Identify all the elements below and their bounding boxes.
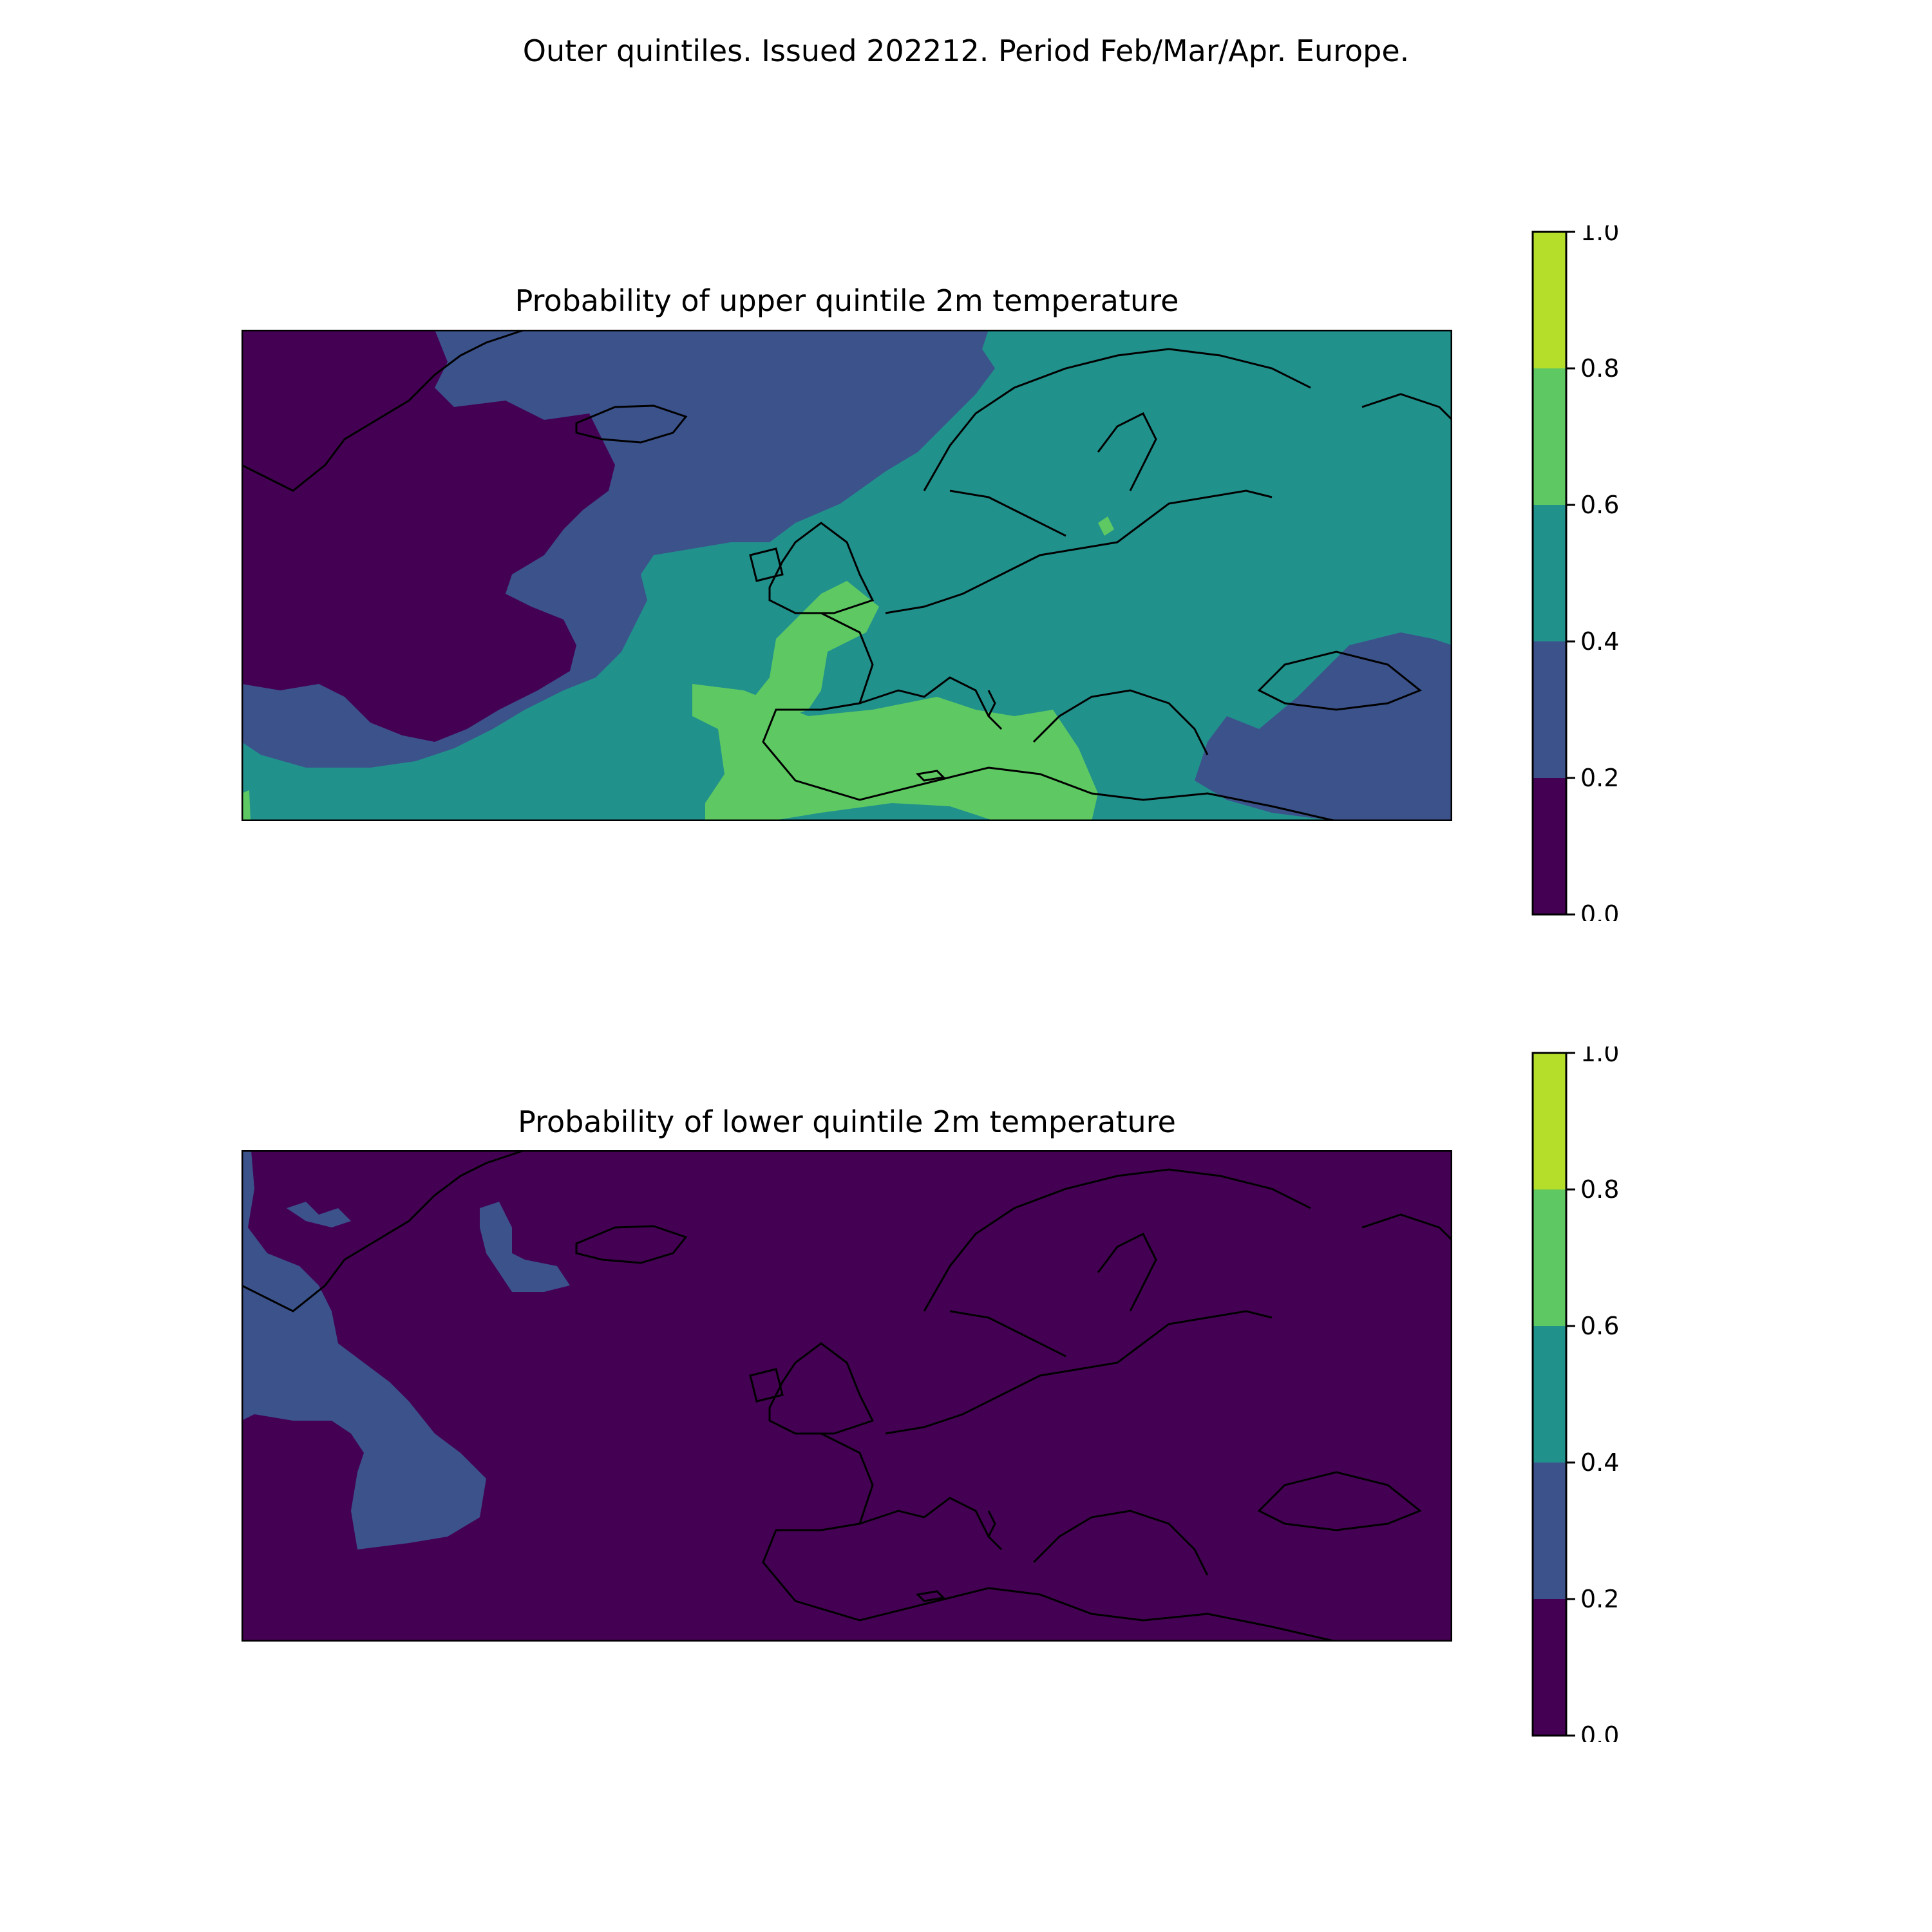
upper-colorbar-tick-label: 0.6	[1580, 491, 1619, 519]
lower-map-frame	[242, 1150, 1452, 1642]
upper-colorbar-tick-label: 1.0	[1580, 225, 1619, 246]
upper-colorbar-band-0.6-0.8	[1533, 368, 1566, 505]
upper-colorbar-tick-label: 0.8	[1580, 354, 1619, 383]
lower-field-0.2-0.4-west	[242, 1150, 486, 1549]
upper-colorbar: 1.0 0.8 0.6 0.4 0.2 0.0	[1531, 225, 1619, 921]
lower-field-0.2-0.4-north	[287, 1202, 351, 1227]
lower-colorbar-tick-label: 0.6	[1580, 1312, 1619, 1340]
upper-colorbar-band-0.4-0.6	[1533, 505, 1566, 641]
lower-colorbar-band-0.4-0.6	[1533, 1326, 1566, 1463]
lower-colorbar-tick-label: 0.2	[1580, 1585, 1619, 1613]
lower-colorbar-tick-label: 0.4	[1580, 1448, 1619, 1477]
upper-field-0.6-0.8-baltic	[1098, 516, 1114, 536]
upper-colorbar-tick-label: 0.4	[1580, 627, 1619, 656]
lower-field-0.0-0.2	[242, 1150, 1452, 1642]
lower-colorbar-band-0.0-0.2	[1533, 1599, 1566, 1736]
lower-colorbar-tick-label: 1.0	[1580, 1046, 1619, 1067]
upper-probability-map	[242, 330, 1452, 821]
lower-colorbar-frame	[1531, 1052, 1567, 1737]
upper-field-0.2-0.4-east	[1195, 632, 1452, 821]
figure-suptitle: Outer quintiles. Issued 202212. Period F…	[522, 33, 1410, 68]
lower-colorbar: 1.0 0.8 0.6 0.4 0.2 0.0	[1531, 1046, 1619, 1742]
lower-map-title: Probability of lower quintile 2m tempera…	[518, 1104, 1176, 1139]
lower-colorbar-tick-label: 0.0	[1580, 1721, 1619, 1742]
lower-coastlines	[242, 1150, 1452, 1642]
upper-field-0.6-0.8-edge	[242, 790, 251, 821]
lower-colorbar-tick-label: 0.8	[1580, 1175, 1619, 1204]
upper-field-0.6-0.8-mediterranean	[692, 684, 1098, 821]
lower-colorbar-band-0.8-1.0	[1533, 1053, 1566, 1189]
lower-probability-map	[242, 1150, 1452, 1642]
upper-field-0.6-0.8-iberia	[744, 581, 879, 729]
upper-field-0.0-0.2	[242, 330, 615, 742]
upper-map-title: Probability of upper quintile 2m tempera…	[515, 283, 1179, 318]
upper-coastlines	[242, 330, 1452, 821]
lower-colorbar-band-0.6-0.8	[1533, 1189, 1566, 1326]
upper-colorbar-band-0.2-0.4	[1533, 641, 1566, 778]
upper-map-frame	[242, 330, 1452, 821]
upper-colorbar-frame	[1531, 231, 1567, 916]
lower-colorbar-band-0.2-0.4	[1533, 1463, 1566, 1599]
upper-colorbar-tick-label: 0.2	[1580, 764, 1619, 792]
upper-colorbar-band-0.0-0.2	[1533, 778, 1566, 914]
lower-field-0.2-0.4-mid	[480, 1202, 570, 1292]
upper-colorbar-tick-label: 0.0	[1580, 900, 1619, 921]
upper-colorbar-band-0.8-1.0	[1533, 232, 1566, 368]
